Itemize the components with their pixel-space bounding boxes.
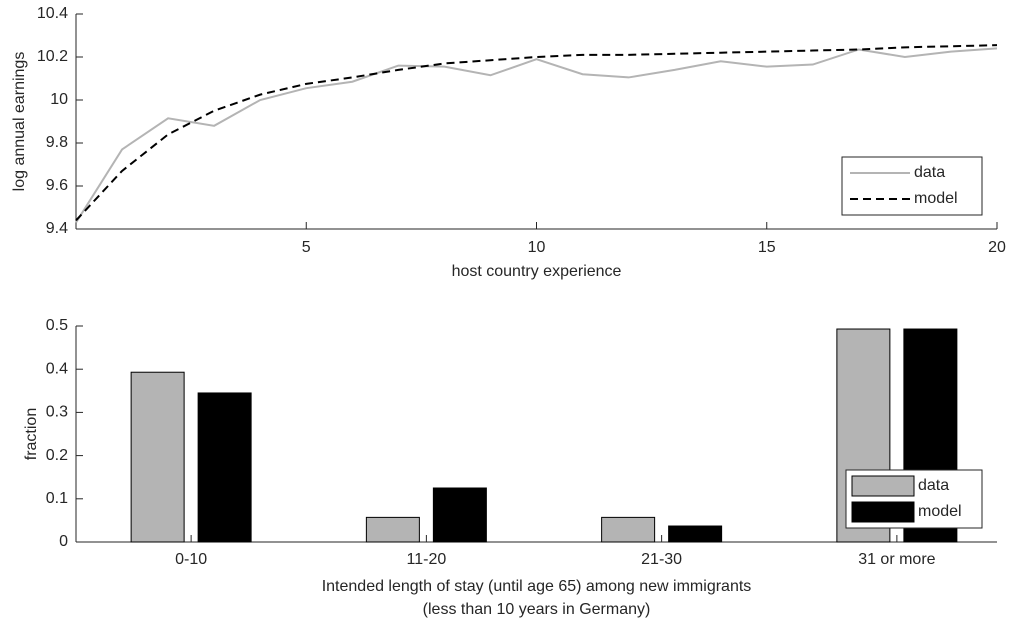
x-tick-label: 11-20 <box>407 551 447 568</box>
bar <box>130 371 185 543</box>
y-tick-label: 9.8 <box>46 134 68 151</box>
y-tick-label: 9.6 <box>46 177 68 194</box>
y-tick-label: 0.2 <box>46 447 68 464</box>
bar <box>432 487 487 543</box>
x-axis-label: host country experience <box>452 263 622 280</box>
bar <box>668 525 723 543</box>
x-tick-label: 31 or more <box>858 551 935 568</box>
y-axis-label: log annual earnings <box>11 52 28 192</box>
x-tick-label: 10 <box>528 239 546 256</box>
legend-label: model <box>914 190 958 207</box>
x-tick-label: 15 <box>758 239 776 256</box>
legend-swatch <box>851 475 915 497</box>
y-tick-label: 0.1 <box>46 490 68 507</box>
y-tick-label: 0.5 <box>46 317 68 334</box>
legend-box <box>841 156 983 216</box>
y-tick-label: 0 <box>59 533 68 550</box>
legend-label: data <box>918 477 949 494</box>
y-tick-label: 10.2 <box>37 48 68 65</box>
legend-label: model <box>918 503 962 520</box>
x-tick-label: 21-30 <box>641 551 682 568</box>
x-axis-label: (less than 10 years in Germany) <box>423 601 651 618</box>
y-tick-label: 10.4 <box>37 5 68 22</box>
y-axis-label: fraction <box>23 408 40 460</box>
line-series <box>75 44 998 222</box>
bar <box>365 516 420 543</box>
y-tick-label: 9.4 <box>46 220 68 237</box>
x-tick-label: 5 <box>302 239 311 256</box>
legend-swatch <box>851 501 915 523</box>
y-tick-label: 10 <box>50 91 68 108</box>
legend-label: data <box>914 164 945 181</box>
x-axis-label: Intended length of stay (until age 65) a… <box>322 578 752 595</box>
bar <box>601 516 656 543</box>
y-tick-label: 0.3 <box>46 404 68 421</box>
y-tick-label: 0.4 <box>46 360 68 377</box>
bar <box>197 392 252 543</box>
x-tick-label: 0-10 <box>175 551 207 568</box>
line-series <box>75 47 998 224</box>
x-tick-label: 20 <box>988 239 1006 256</box>
